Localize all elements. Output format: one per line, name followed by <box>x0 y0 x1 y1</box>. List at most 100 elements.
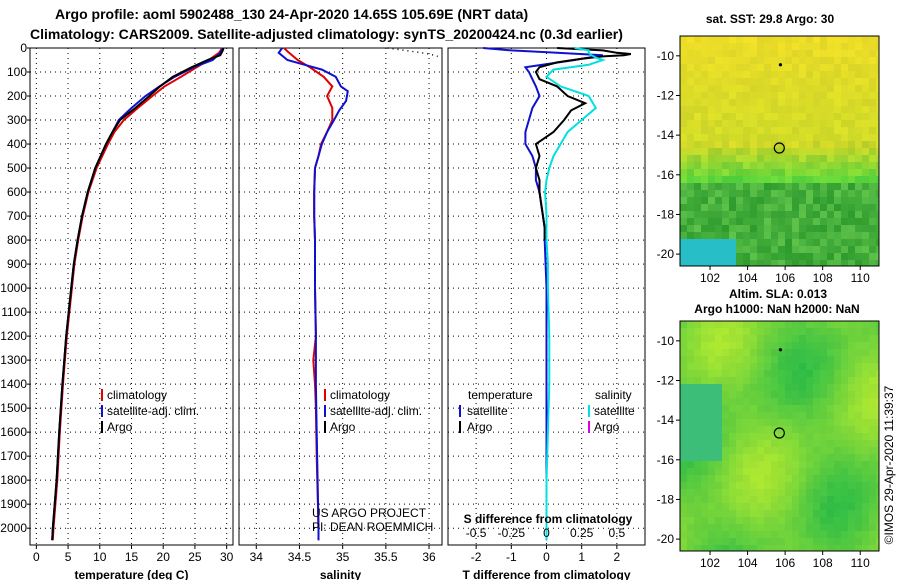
map-cell <box>869 113 877 121</box>
map-cell <box>820 482 828 490</box>
map-cell <box>813 64 821 72</box>
legend-label: climatology <box>107 388 167 402</box>
map-cell <box>848 92 856 100</box>
map-cell <box>827 169 835 177</box>
map-cell <box>680 524 688 532</box>
map-cell <box>729 377 737 385</box>
map-cell <box>785 92 793 100</box>
map-cell <box>701 211 709 219</box>
map-cell <box>757 92 765 100</box>
map-cell <box>785 524 793 532</box>
map-cell <box>708 120 716 128</box>
map-cell <box>834 57 842 65</box>
map-cell <box>855 148 863 156</box>
map-cell <box>750 335 758 343</box>
map-cell <box>750 57 758 65</box>
map-cell <box>701 246 709 254</box>
map-cell <box>680 120 688 128</box>
map-cell <box>855 482 863 490</box>
map-cell <box>715 510 723 518</box>
map-cell <box>778 85 786 93</box>
map-cell <box>750 384 758 392</box>
map-cell <box>799 36 807 44</box>
map-cell <box>722 461 730 469</box>
map-cell <box>827 328 835 336</box>
map-x-tick-label: 106 <box>775 556 795 570</box>
map-cell <box>687 253 695 261</box>
map-cell <box>820 419 828 427</box>
map-cell <box>722 204 730 212</box>
map-cell <box>715 531 723 539</box>
map-cell <box>736 127 744 135</box>
map-cell <box>848 321 856 329</box>
map-cell <box>806 120 814 128</box>
map-cell <box>806 335 814 343</box>
map-cell <box>806 183 814 191</box>
map-cell <box>813 113 821 121</box>
map-cell <box>694 232 702 240</box>
map-cell <box>687 162 695 170</box>
map-cell <box>792 197 800 205</box>
map-cell <box>708 127 716 135</box>
map-cell <box>778 127 786 135</box>
map-cell <box>757 517 765 525</box>
map-cell <box>841 419 849 427</box>
map-cell <box>799 398 807 406</box>
x-tick-label: 0 <box>33 550 40 564</box>
map-cell <box>792 454 800 462</box>
chart-title-line1: Argo profile: aoml 5902488_130 24-Apr-20… <box>55 6 529 22</box>
map-cell <box>869 461 877 469</box>
map-cell <box>694 391 702 399</box>
map-cell <box>827 363 835 371</box>
map-cell <box>869 482 877 490</box>
map-cell <box>841 99 849 107</box>
map-cell <box>722 120 730 128</box>
map-cell <box>848 239 856 247</box>
map-cell <box>722 225 730 233</box>
map-cell <box>785 517 793 525</box>
map-cell <box>680 328 688 336</box>
map-cell <box>694 349 702 357</box>
map-y-tick-label: -18 <box>657 207 675 221</box>
map-cell <box>841 155 849 163</box>
map-cell <box>694 78 702 86</box>
map-cell <box>729 370 737 378</box>
map-cell <box>771 475 779 483</box>
map-cell <box>813 342 821 350</box>
map-cell <box>715 447 723 455</box>
map-cell <box>743 398 751 406</box>
map-cell <box>701 489 709 497</box>
map-cell <box>764 232 772 240</box>
map-cell <box>834 398 842 406</box>
map-cell <box>841 113 849 121</box>
map-cell <box>729 113 737 121</box>
map-cell <box>799 419 807 427</box>
map-cell <box>855 197 863 205</box>
map-cell <box>778 482 786 490</box>
map-cell <box>799 475 807 483</box>
map-cell <box>806 260 814 267</box>
map-cell <box>687 356 695 364</box>
map-cell <box>750 440 758 448</box>
map-cell <box>680 321 688 329</box>
map-cell <box>834 538 842 546</box>
map-cell <box>729 260 737 267</box>
map-cell <box>862 321 870 329</box>
map-cell <box>722 218 730 226</box>
map-cell <box>792 169 800 177</box>
map-cell <box>771 377 779 385</box>
map-cell <box>764 78 772 86</box>
map-cell <box>694 50 702 58</box>
map-cell <box>771 503 779 511</box>
map-cell <box>813 43 821 51</box>
map-cell <box>813 176 821 184</box>
map-cell <box>771 433 779 441</box>
map-cell <box>876 377 880 385</box>
map-cell <box>876 426 880 434</box>
map-cell <box>876 176 880 184</box>
map-cell <box>806 50 814 58</box>
map-cell <box>799 218 807 226</box>
map-cell <box>729 356 737 364</box>
map-cell <box>799 503 807 511</box>
map-cell <box>687 239 695 247</box>
